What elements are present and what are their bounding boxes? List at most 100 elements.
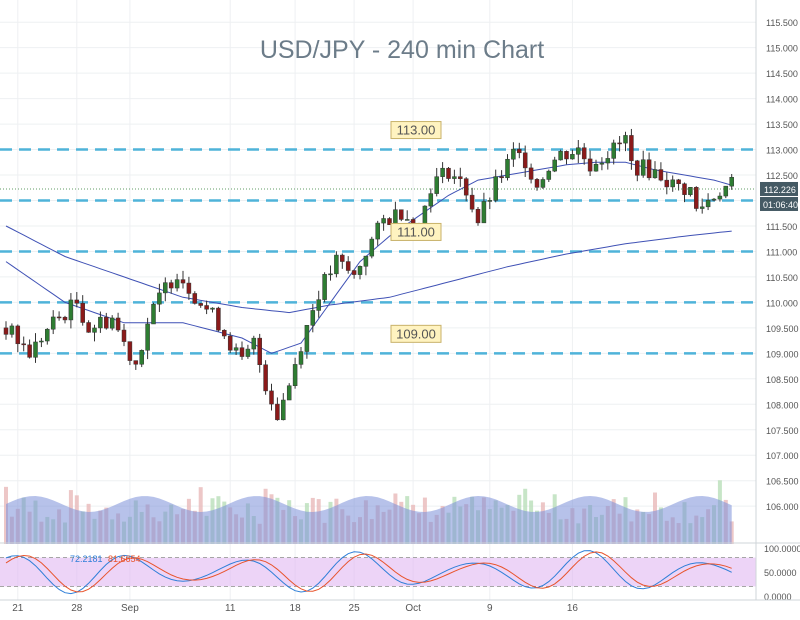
candle-body bbox=[98, 316, 103, 329]
candle-body bbox=[481, 201, 487, 224]
candle bbox=[381, 214, 386, 231]
candle bbox=[475, 206, 481, 226]
candle-body bbox=[216, 307, 221, 331]
level-label: 111.00 bbox=[390, 222, 442, 241]
candle-body bbox=[664, 179, 670, 188]
candle bbox=[428, 188, 434, 213]
candle-body bbox=[3, 327, 9, 335]
y-tick-label: 106.500 bbox=[766, 477, 799, 487]
countdown-tag-text: 01:06:40 bbox=[763, 200, 798, 210]
candle-body bbox=[446, 167, 451, 179]
candle bbox=[564, 150, 569, 165]
candle-body bbox=[546, 170, 552, 180]
candle bbox=[286, 383, 292, 401]
x-tick-label: 11 bbox=[225, 603, 236, 614]
level-label-box bbox=[390, 121, 442, 140]
candle-body bbox=[174, 279, 180, 289]
candle-body bbox=[275, 403, 280, 421]
candle-body bbox=[363, 255, 369, 267]
candle bbox=[576, 140, 581, 164]
candle bbox=[629, 128, 634, 170]
candle-body bbox=[469, 194, 475, 210]
y-tick-label: 107.500 bbox=[766, 426, 799, 436]
candle bbox=[21, 336, 26, 352]
candle-body bbox=[104, 316, 109, 329]
candle bbox=[593, 159, 599, 172]
candle bbox=[363, 255, 369, 276]
candle bbox=[558, 149, 563, 161]
candle-body bbox=[233, 347, 239, 351]
candle bbox=[605, 151, 611, 170]
candle bbox=[45, 328, 50, 345]
candle-body bbox=[357, 266, 363, 275]
candle-body bbox=[21, 343, 26, 346]
candle-body bbox=[145, 323, 150, 351]
candle bbox=[15, 324, 21, 353]
candle-body bbox=[505, 158, 510, 179]
candle-body bbox=[381, 218, 386, 224]
candle-body bbox=[676, 179, 681, 185]
candle bbox=[210, 307, 215, 313]
candle-body bbox=[670, 179, 675, 188]
candle-body bbox=[340, 254, 345, 262]
candle bbox=[98, 311, 103, 333]
y-tick-label: 114.500 bbox=[766, 69, 798, 79]
candle bbox=[92, 324, 97, 342]
candle-body bbox=[552, 159, 557, 172]
candle bbox=[121, 323, 127, 347]
candle-body bbox=[257, 337, 262, 365]
oscillator-tick-label: 0.0000 bbox=[764, 592, 792, 602]
candle bbox=[640, 150, 646, 178]
candle bbox=[711, 197, 717, 202]
x-tick-label: Sep bbox=[121, 603, 139, 614]
candle bbox=[3, 321, 9, 340]
candle-body bbox=[375, 222, 380, 240]
candle bbox=[163, 277, 168, 302]
candle bbox=[723, 185, 729, 199]
candle-body bbox=[68, 299, 74, 321]
candle-body bbox=[493, 176, 498, 201]
candle bbox=[233, 343, 239, 355]
candle bbox=[56, 311, 62, 321]
candle-body bbox=[292, 364, 298, 386]
candle bbox=[310, 304, 316, 333]
x-tick-label: 16 bbox=[567, 603, 579, 614]
candle-body bbox=[304, 325, 310, 352]
candle-body bbox=[705, 199, 711, 208]
candle bbox=[705, 193, 711, 211]
candle bbox=[664, 172, 670, 195]
candle bbox=[340, 253, 345, 269]
candle-body bbox=[475, 208, 481, 224]
candle bbox=[292, 357, 298, 389]
candle-body bbox=[328, 273, 333, 276]
candle bbox=[68, 293, 74, 329]
candle-body bbox=[694, 187, 699, 209]
candle bbox=[86, 320, 91, 333]
candle-body bbox=[109, 317, 115, 329]
candle-body bbox=[434, 176, 439, 194]
candle-body bbox=[458, 176, 463, 179]
candle-body bbox=[345, 261, 351, 271]
candle bbox=[62, 315, 68, 324]
level-label-text: 113.00 bbox=[397, 123, 436, 138]
candle bbox=[623, 131, 628, 152]
candle-body bbox=[157, 292, 162, 305]
candle bbox=[316, 290, 321, 318]
candle-body bbox=[593, 163, 599, 172]
candle bbox=[446, 167, 451, 182]
candle bbox=[109, 315, 115, 331]
candle-body bbox=[222, 329, 227, 337]
candle-body bbox=[198, 303, 203, 306]
candle-body bbox=[422, 205, 428, 225]
candle bbox=[676, 178, 681, 191]
candle-body bbox=[399, 209, 404, 220]
candle bbox=[151, 302, 156, 325]
candle-body bbox=[576, 147, 581, 155]
candle bbox=[463, 177, 469, 202]
candle-body bbox=[86, 322, 91, 333]
candle-body bbox=[499, 176, 504, 179]
candle bbox=[257, 333, 262, 373]
